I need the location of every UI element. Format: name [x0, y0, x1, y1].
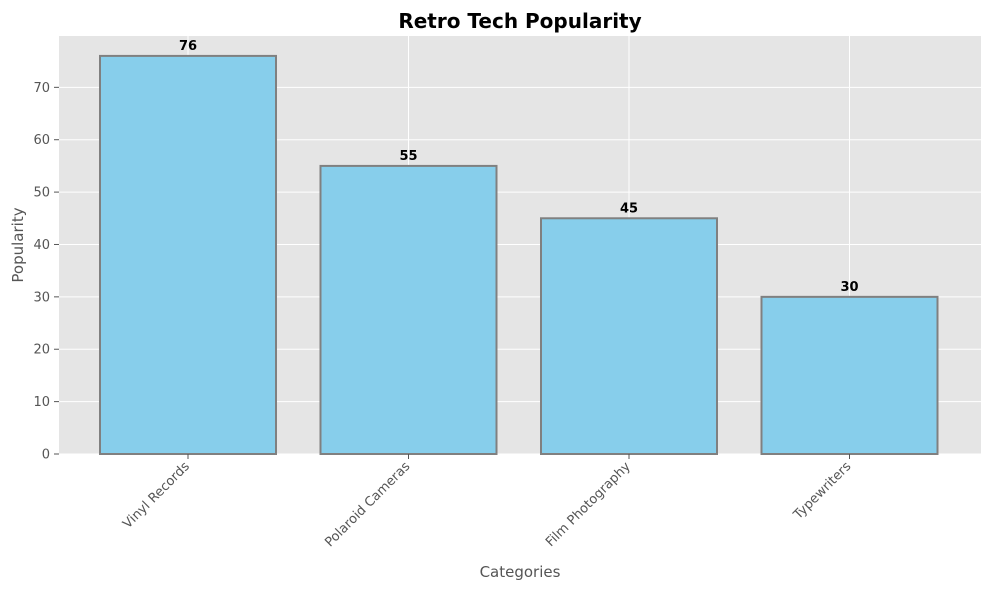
y-tick-label: 70 [33, 81, 50, 96]
bars [99, 54, 939, 456]
bar [319, 164, 498, 455]
data-label: 76 [179, 39, 197, 54]
data-label: 45 [620, 201, 638, 216]
y-tick-label: 10 [33, 395, 50, 410]
bar [760, 295, 939, 455]
y-tick-label: 20 [33, 343, 50, 358]
chart-title: Retro Tech Popularity [398, 9, 641, 33]
y-tick-label: 50 [33, 186, 50, 201]
data-label: 55 [399, 149, 417, 164]
y-tick-label: 0 [42, 448, 50, 463]
y-tick-label: 40 [33, 238, 50, 253]
x-tick-label: Typewriters [790, 459, 854, 523]
y-tick-label: 60 [33, 133, 50, 148]
bar [540, 217, 718, 455]
x-tick-label: Polaroid Cameras [322, 459, 413, 550]
x-axis-ticks: Vinyl Records Polaroid Cameras Film Photog… [120, 454, 854, 550]
data-labels: 76 55 45 30 [179, 39, 859, 295]
y-axis-ticks: 0 10 20 30 40 50 60 70 [33, 81, 59, 463]
x-tick-label: Film Photography [543, 459, 634, 550]
x-tick-label: Vinyl Records [120, 459, 193, 532]
x-axis-label: Categories [480, 563, 561, 581]
y-axis-label: Popularity [9, 207, 27, 282]
bar [99, 54, 277, 456]
y-tick-label: 30 [33, 290, 50, 305]
data-label: 30 [840, 280, 858, 295]
